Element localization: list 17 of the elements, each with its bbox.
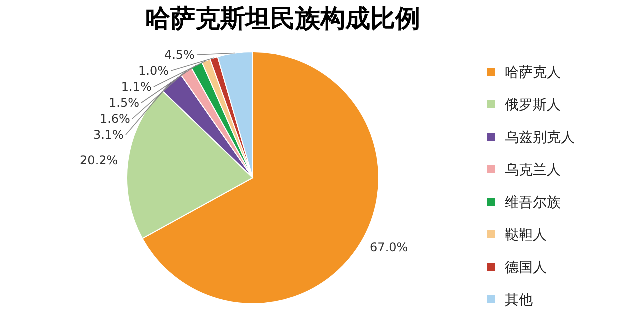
data-label: 20.2%: [80, 153, 118, 168]
data-label: 67.0%: [370, 240, 408, 254]
data-label: 3.1%: [93, 128, 124, 142]
legend-label: 乌克兰人: [505, 162, 561, 178]
data-label: 1.0%: [138, 64, 170, 78]
data-label: 4.5%: [164, 48, 195, 62]
legend-label: 鞑靼人: [505, 227, 547, 244]
data-label: 1.1%: [121, 80, 152, 94]
legend-label: 哈萨克人: [505, 64, 561, 81]
legend-label: 维吾尔族: [505, 194, 561, 211]
data-label: 1.6%: [100, 112, 130, 126]
legend-label: 乌兹别克人: [505, 130, 575, 146]
legend-label: 其他: [505, 292, 533, 308]
legend-label: 俄罗斯人: [505, 97, 561, 114]
legend-label: 德国人: [505, 260, 547, 276]
data-label: 1.5%: [109, 96, 140, 110]
chart-title: 哈萨克斯坦民族构成比例: [146, 4, 420, 33]
